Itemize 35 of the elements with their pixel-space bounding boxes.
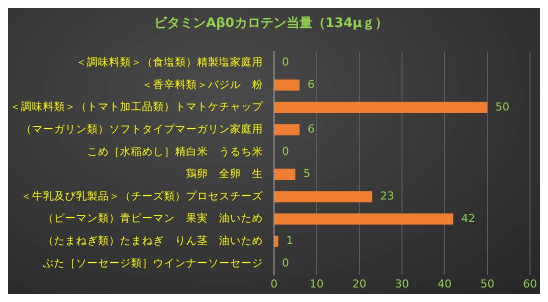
- x-tick-label: 10: [310, 277, 324, 290]
- data-label: 6: [308, 78, 315, 91]
- bar: [274, 102, 488, 113]
- y-tick-label: こめ［水稲めし］精白米 うるち米: [87, 144, 263, 158]
- data-label: 0: [282, 56, 289, 69]
- data-label: 1: [286, 234, 294, 248]
- y-tick-label: （ピーマン類）青ピーマン 果実 油いため: [43, 212, 263, 225]
- y-tick-label: （マーガリン類）ソフトタイプマーガリン家庭用: [21, 122, 263, 136]
- chart-title: ビタミンAβ0カロテン当量（134μｇ）: [154, 16, 388, 32]
- x-tick-label: 50: [480, 277, 494, 290]
- y-tick-label: （たまねぎ類）たまねぎ りん茎 油いため: [43, 234, 263, 248]
- y-tick-label: ＜調味料類＞（トマト加工品類）トマトケチャップ: [10, 100, 264, 114]
- data-label: 0: [282, 144, 289, 158]
- bar: [274, 236, 278, 247]
- x-tick-label: 60: [523, 277, 537, 290]
- bar: [274, 80, 300, 91]
- y-tick-label: ＜牛乳及び乳製品＞（チーズ類）プロセスチーズ: [21, 189, 264, 202]
- bar: [274, 168, 296, 180]
- data-label: 50: [495, 100, 510, 114]
- data-label: 5: [303, 167, 310, 180]
- bar: [274, 213, 454, 225]
- data-label: 6: [308, 122, 315, 136]
- x-tick-label: 30: [395, 277, 409, 290]
- y-tick-label: 鶏卵 全卵 生: [186, 167, 263, 180]
- x-tick-label: 40: [438, 277, 452, 290]
- bar: [274, 191, 372, 202]
- data-label: 0: [282, 256, 289, 270]
- y-tick-label: ぶた［ソーセージ類］ウインナーソーセージ: [43, 257, 263, 270]
- x-tick-label: 0: [270, 277, 278, 290]
- x-tick-label: 20: [352, 277, 366, 290]
- data-label: 23: [380, 190, 394, 203]
- bar: [274, 124, 300, 136]
- data-label: 42: [461, 212, 476, 225]
- y-tick-label: ＜調味料類＞（食塩類）精製塩家庭用: [76, 55, 263, 68]
- y-tick-label: ＜香辛料類＞バジル 粉: [142, 78, 263, 91]
